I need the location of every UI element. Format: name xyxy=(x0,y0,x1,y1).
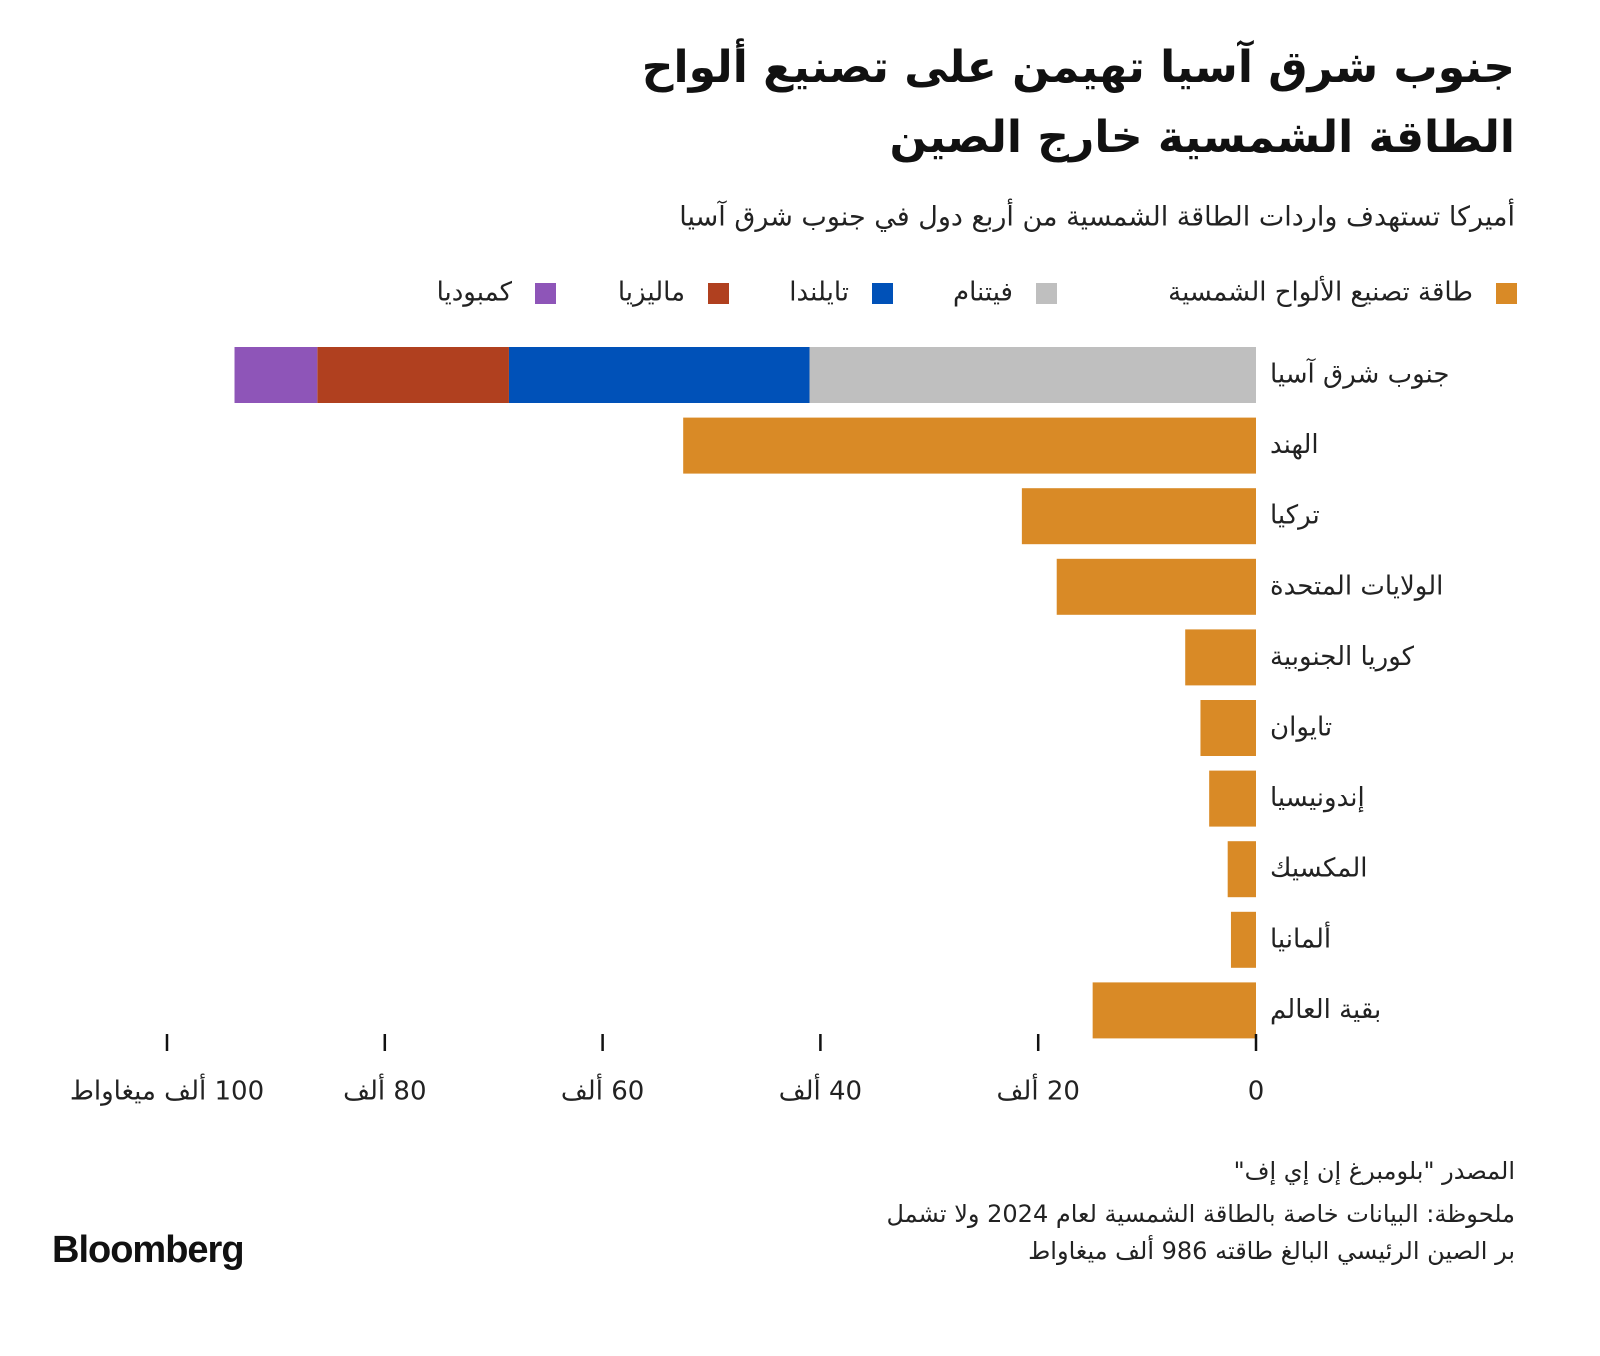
legend-swatch xyxy=(708,283,729,304)
chart-title: جنوب شرق آسيا تهيمن على تصنيع ألواح xyxy=(642,38,1515,93)
bar-segment xyxy=(809,347,1256,403)
bar-segment xyxy=(1230,911,1256,968)
bar-segment xyxy=(508,347,810,403)
category-label: تايوان xyxy=(1270,713,1332,743)
bar-segment xyxy=(683,417,1256,474)
chart-subtitle: أميركا تستهدف واردات الطاقة الشمسية من أ… xyxy=(679,198,1515,233)
legend-label: طاقة تصنيع الألواح الشمسية xyxy=(1168,275,1473,308)
bar-segment xyxy=(1227,841,1256,898)
note: بر الصين الرئيسي البالغ طاقته 986 ألف مي… xyxy=(1028,1235,1515,1265)
legend-swatch xyxy=(1496,283,1517,304)
category-label: الهند xyxy=(1270,430,1319,460)
legend-label: تايلندا xyxy=(789,278,849,308)
note: ملحوظة: البيانات خاصة بالطاقة الشمسية لع… xyxy=(886,1200,1515,1228)
category-label: المكسيك xyxy=(1270,854,1368,884)
bar-segment xyxy=(1209,770,1256,827)
bar-segment xyxy=(1092,982,1256,1039)
x-tick-label: 20 ألف xyxy=(996,1073,1079,1107)
chart-title: الطاقة الشمسية خارج الصين xyxy=(889,112,1515,163)
category-label: ألمانيا xyxy=(1270,920,1331,954)
legend-label: فيتنام xyxy=(953,278,1013,308)
logo: Bloomberg xyxy=(52,1229,244,1271)
bar-segment xyxy=(317,347,509,403)
bar-segment xyxy=(1200,700,1256,756)
legend-label: كمبوديا xyxy=(437,278,513,308)
source: المصدر "بلومبرغ إن إي إف" xyxy=(1234,1157,1515,1186)
bar-segment xyxy=(1185,629,1256,686)
bar-segment xyxy=(234,347,318,403)
x-tick-label: 100 ألف ميغاواط xyxy=(70,1073,264,1107)
category-label: جنوب شرق آسيا xyxy=(1270,358,1449,390)
legend-swatch xyxy=(535,283,556,304)
x-tick-label: 80 ألف xyxy=(343,1073,426,1107)
bar-segment xyxy=(1021,488,1256,545)
legend-swatch xyxy=(872,283,893,304)
bar-segment xyxy=(1056,558,1256,615)
category-label: تركيا xyxy=(1270,501,1320,531)
x-tick-label: 60 ألف xyxy=(561,1073,644,1107)
legend-swatch xyxy=(1036,283,1057,304)
category-label: الولايات المتحدة xyxy=(1270,571,1443,601)
category-label: بقية العالم xyxy=(1270,995,1381,1025)
legend-label: ماليزيا xyxy=(618,278,685,308)
x-tick-label: 0 xyxy=(1248,1077,1265,1107)
category-label: إندونيسيا xyxy=(1270,783,1365,813)
x-tick-label: 40 ألف xyxy=(779,1073,862,1107)
category-label: كوريا الجنوبية xyxy=(1270,642,1415,672)
